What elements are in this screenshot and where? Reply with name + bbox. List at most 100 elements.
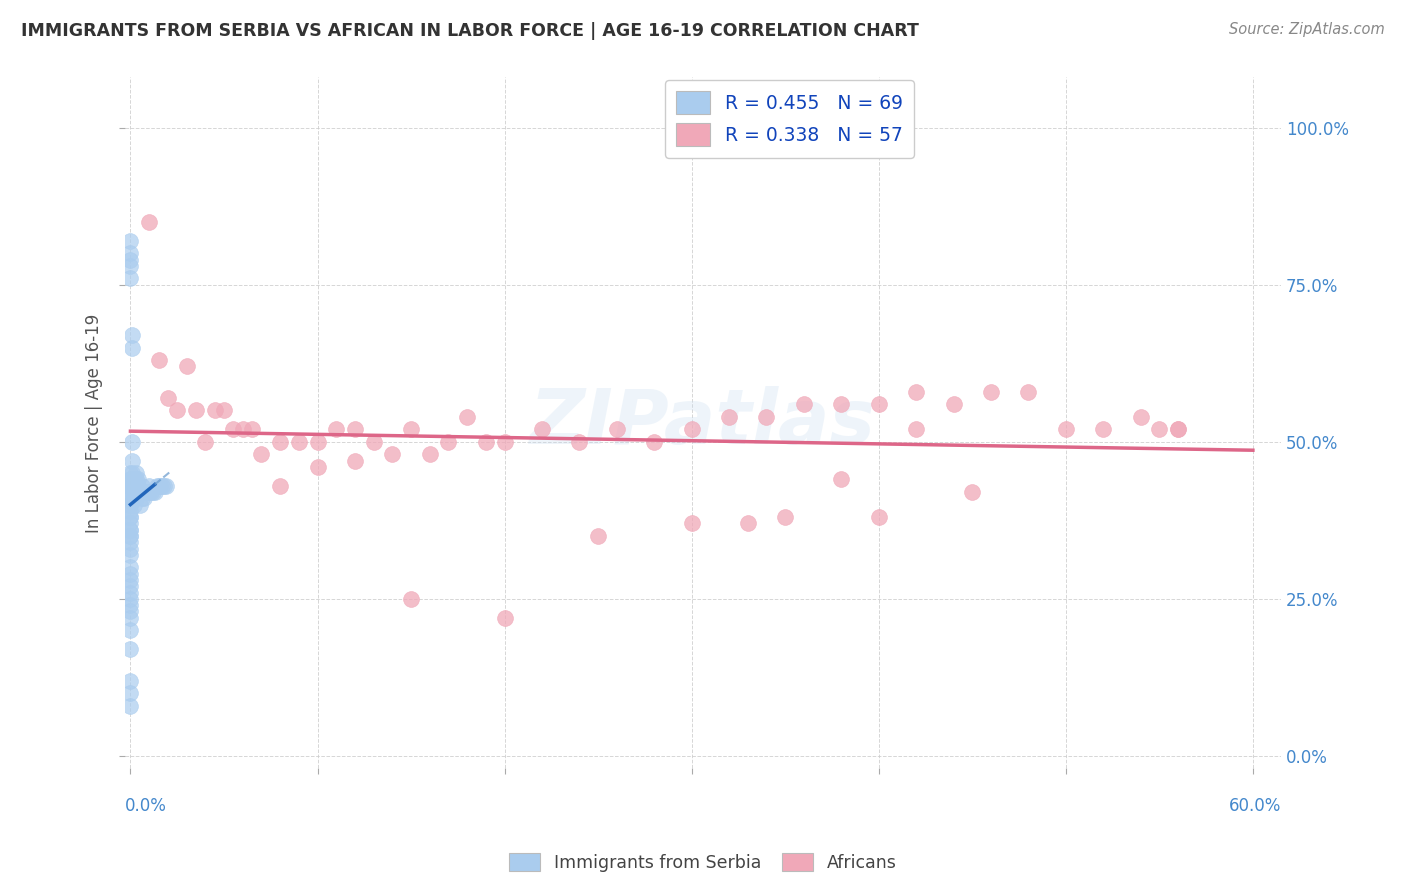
Text: IMMIGRANTS FROM SERBIA VS AFRICAN IN LABOR FORCE | AGE 16-19 CORRELATION CHART: IMMIGRANTS FROM SERBIA VS AFRICAN IN LAB… — [21, 22, 920, 40]
Point — [125, 473, 148, 487]
Point — [905, 422, 928, 436]
Point — [125, 491, 148, 506]
Point — [120, 523, 142, 537]
Point — [121, 467, 143, 481]
Point — [120, 498, 142, 512]
Point — [122, 479, 145, 493]
Point — [307, 434, 329, 449]
Point — [127, 479, 149, 493]
Point — [437, 434, 460, 449]
Point — [240, 422, 263, 436]
Point — [269, 479, 291, 493]
Point — [363, 434, 385, 449]
Legend: R = 0.455   N = 69, R = 0.338   N = 57: R = 0.455 N = 69, R = 0.338 N = 57 — [665, 80, 914, 158]
Point — [132, 485, 155, 500]
Point — [120, 271, 142, 285]
Point — [475, 434, 498, 449]
Point — [494, 434, 516, 449]
Point — [325, 422, 347, 436]
Point — [212, 403, 235, 417]
Point — [120, 523, 142, 537]
Point — [120, 573, 142, 587]
Point — [755, 409, 778, 424]
Point — [121, 479, 143, 493]
Point — [120, 585, 142, 599]
Point — [138, 215, 160, 229]
Point — [132, 491, 155, 506]
Point — [1167, 422, 1189, 436]
Point — [120, 473, 142, 487]
Point — [1167, 422, 1189, 436]
Point — [194, 434, 217, 449]
Point — [120, 491, 142, 506]
Point — [222, 422, 245, 436]
Point — [122, 485, 145, 500]
Point — [307, 459, 329, 474]
Point — [1129, 409, 1152, 424]
Point — [681, 516, 703, 531]
Point — [120, 566, 142, 581]
Point — [127, 485, 149, 500]
Point — [120, 560, 142, 574]
Point — [399, 591, 422, 606]
Point — [288, 434, 311, 449]
Point — [1054, 422, 1077, 436]
Point — [121, 473, 143, 487]
Point — [120, 479, 142, 493]
Point — [184, 403, 207, 417]
Point — [456, 409, 478, 424]
Point — [131, 479, 153, 493]
Point — [150, 479, 173, 493]
Point — [149, 479, 172, 493]
Point — [120, 529, 142, 543]
Text: Source: ZipAtlas.com: Source: ZipAtlas.com — [1229, 22, 1385, 37]
Point — [128, 498, 150, 512]
Text: 0.0%: 0.0% — [125, 797, 167, 814]
Point — [125, 467, 148, 481]
Point — [793, 397, 815, 411]
Point — [204, 403, 226, 417]
Point — [586, 529, 609, 543]
Point — [120, 673, 142, 688]
Point — [134, 485, 156, 500]
Point — [399, 422, 422, 436]
Point — [530, 422, 553, 436]
Point — [120, 598, 142, 612]
Point — [120, 467, 142, 481]
Point — [643, 434, 665, 449]
Point — [166, 403, 188, 417]
Point — [980, 384, 1002, 399]
Point — [718, 409, 741, 424]
Legend: Immigrants from Serbia, Africans: Immigrants from Serbia, Africans — [502, 847, 904, 879]
Y-axis label: In Labor Force | Age 16-19: In Labor Force | Age 16-19 — [86, 313, 103, 533]
Point — [120, 624, 142, 638]
Point — [122, 473, 145, 487]
Point — [343, 453, 366, 467]
Point — [942, 397, 965, 411]
Point — [120, 516, 142, 531]
Point — [120, 579, 142, 593]
Point — [121, 341, 143, 355]
Point — [138, 479, 160, 493]
Point — [120, 252, 142, 267]
Point — [122, 498, 145, 512]
Point — [120, 548, 142, 562]
Point — [494, 610, 516, 624]
Point — [773, 510, 796, 524]
Point — [381, 447, 404, 461]
Point — [153, 479, 176, 493]
Point — [120, 541, 142, 556]
Point — [120, 491, 142, 506]
Point — [962, 485, 984, 500]
Point — [155, 479, 177, 493]
Point — [120, 485, 142, 500]
Point — [419, 447, 441, 461]
Point — [232, 422, 254, 436]
Point — [120, 510, 142, 524]
Point — [250, 447, 273, 461]
Point — [737, 516, 759, 531]
Point — [120, 259, 142, 273]
Point — [136, 485, 159, 500]
Point — [868, 510, 890, 524]
Point — [1017, 384, 1039, 399]
